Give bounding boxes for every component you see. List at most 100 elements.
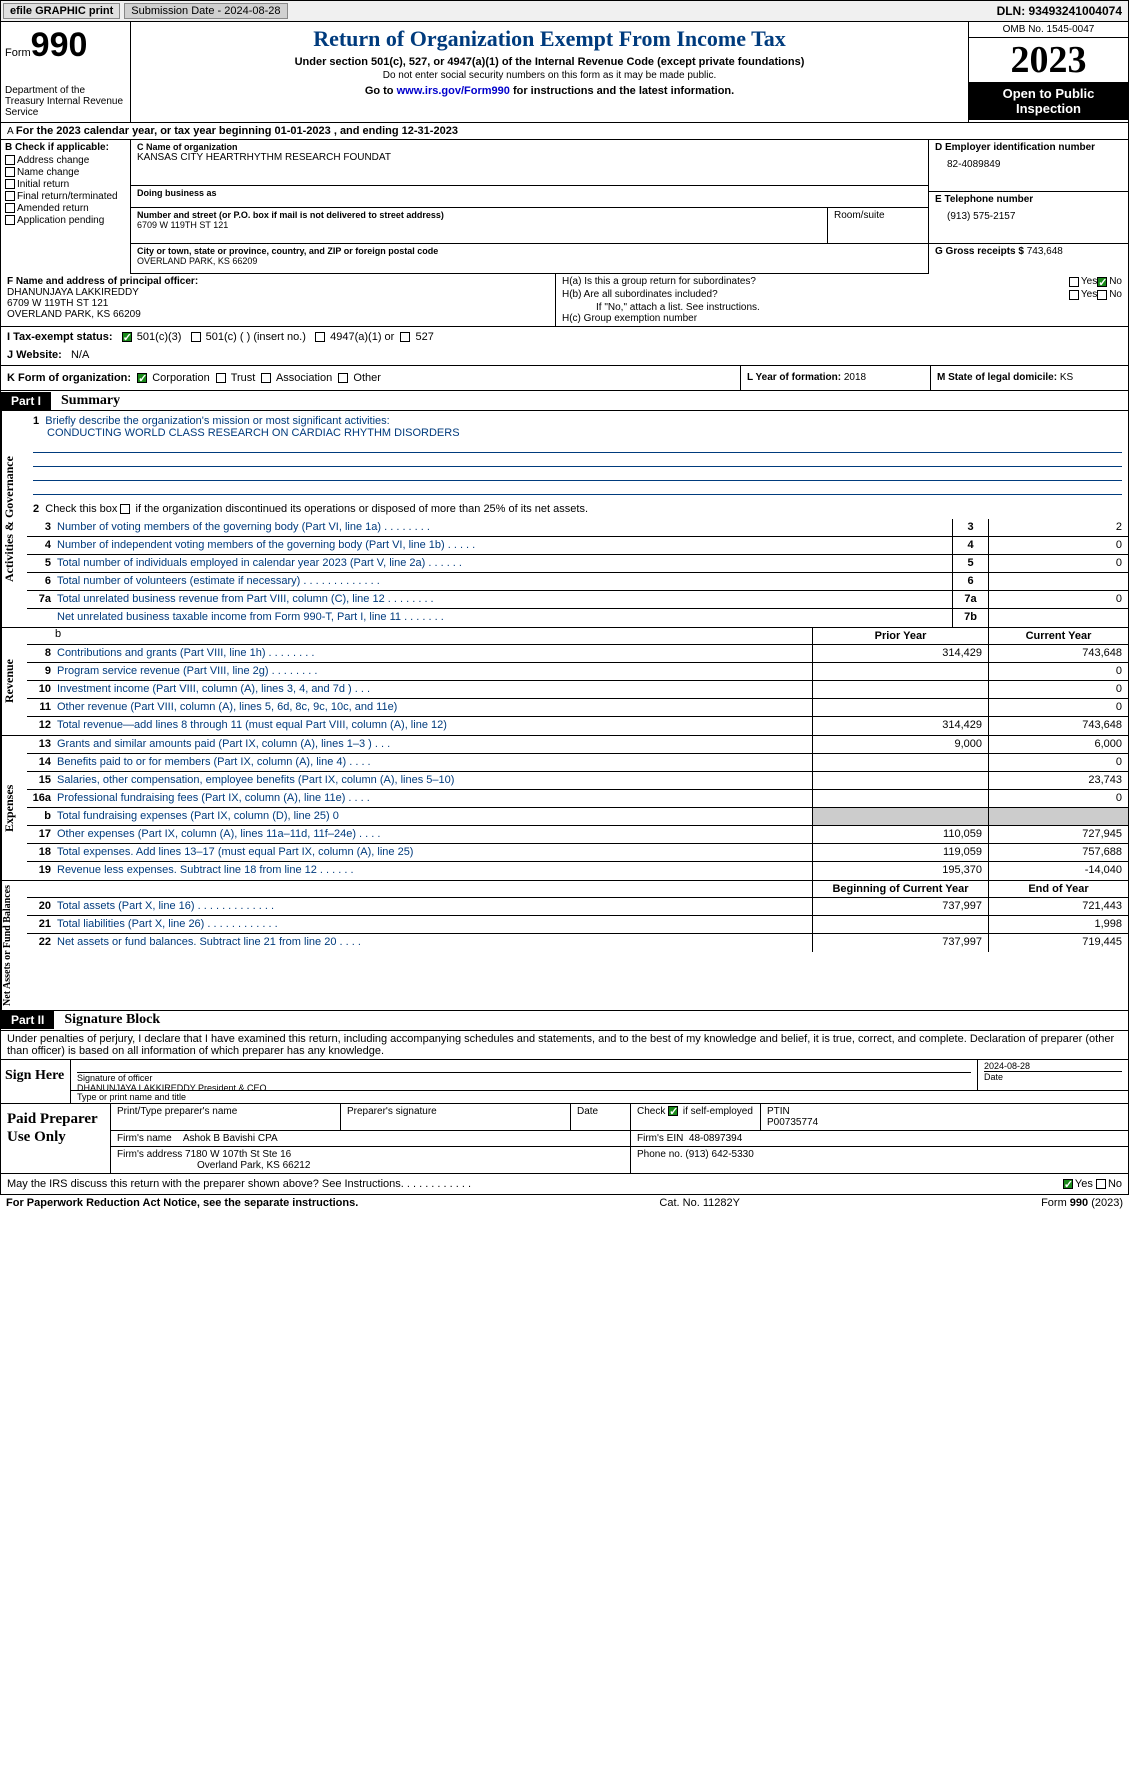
table-row: 21Total liabilities (Part X, line 26) . … <box>27 916 1128 934</box>
form-prefix: Form <box>5 47 31 59</box>
subtitle1: Under section 501(c), 527, or 4947(a)(1)… <box>135 56 964 68</box>
state-domicile: KS <box>1060 372 1073 383</box>
line3-val: 2 <box>988 519 1128 536</box>
dln: DLN: 93493241004074 <box>997 4 1128 18</box>
check-name-change[interactable] <box>5 167 15 177</box>
footer: For Paperwork Reduction Act Notice, see … <box>0 1195 1129 1211</box>
part1-title: Summary <box>51 393 120 409</box>
dba-label: Doing business as <box>131 186 928 208</box>
table-row: 11Other revenue (Part VIII, column (A), … <box>27 699 1128 717</box>
check-527[interactable] <box>400 332 410 342</box>
check-501c[interactable] <box>191 332 201 342</box>
table-row: 10Investment income (Part VIII, column (… <box>27 681 1128 699</box>
governance-label: Activities & Governance <box>1 411 27 627</box>
table-row: 9Program service revenue (Part VIII, lin… <box>27 663 1128 681</box>
topbar: efile GRAPHIC print Submission Date - 20… <box>0 0 1129 22</box>
org-name: KANSAS CITY HEARTRHYTHM RESEARCH FOUNDAT <box>137 152 922 163</box>
check-4947[interactable] <box>315 332 325 342</box>
website: N/A <box>71 349 89 361</box>
hb-note: If "No," attach a list. See instructions… <box>562 302 1122 313</box>
check-discontinued[interactable] <box>120 504 130 514</box>
check-amended-return[interactable] <box>5 203 15 213</box>
net-assets-section: Net Assets or Fund Balances Beginning of… <box>0 881 1129 1011</box>
dept-label: Department of the Treasury Internal Reve… <box>5 85 126 118</box>
line5: Total number of individuals employed in … <box>55 555 952 572</box>
i-label: I Tax-exempt status: <box>7 331 113 343</box>
submission-date: Submission Date - 2024-08-28 <box>124 3 287 19</box>
officer-name: DHANUNJAYA LAKKIREDDY <box>7 287 549 298</box>
prior-year-hdr: Prior Year <box>812 628 988 644</box>
check-address-change[interactable] <box>5 155 15 165</box>
check-app-pending[interactable] <box>5 215 15 225</box>
line-a: A For the 2023 calendar year, or tax yea… <box>0 123 1129 140</box>
j-label: J Website: <box>7 349 62 361</box>
may-irs-yes[interactable] <box>1063 1179 1073 1189</box>
paid-preparer-block: Paid Preparer Use Only Print/Type prepar… <box>0 1104 1129 1174</box>
check-final-return[interactable] <box>5 191 15 201</box>
end-year-hdr: End of Year <box>988 881 1128 897</box>
section-bcde: B Check if applicable: Address change Na… <box>0 140 1129 274</box>
open-to-inspection: Open to Public Inspection <box>969 82 1128 120</box>
table-row: 8Contributions and grants (Part VIII, li… <box>27 645 1128 663</box>
table-row: 12Total revenue—add lines 8 through 11 (… <box>27 717 1128 735</box>
l-label: L Year of formation: <box>747 372 841 383</box>
footer-mid: Cat. No. 11282Y <box>659 1197 740 1209</box>
sig-officer-label: Signature of officer <box>77 1073 152 1083</box>
subtitle3: Go to www.irs.gov/Form990 for instructio… <box>135 85 964 97</box>
room-label: Room/suite <box>828 208 928 244</box>
efile-print-button[interactable]: efile GRAPHIC print <box>3 3 120 19</box>
firm-phone-cell: Phone no. (913) 642-5330 <box>631 1147 1128 1173</box>
mission-text: CONDUCTING WORLD CLASS RESEARCH ON CARDI… <box>33 427 460 439</box>
form-header: Form990 Department of the Treasury Inter… <box>0 22 1129 123</box>
check-self-employed[interactable] <box>668 1106 678 1116</box>
check-corp[interactable] <box>137 373 147 383</box>
row-klm: K Form of organization: Corporation Trus… <box>0 366 1129 391</box>
col-h: H(a) Is this a group return for subordin… <box>556 274 1128 326</box>
check-assoc[interactable] <box>261 373 271 383</box>
tel-label: E Telephone number <box>935 194 1122 205</box>
expenses-label: Expenses <box>1 736 27 880</box>
subtitle2: Do not enter social security numbers on … <box>135 70 964 81</box>
m-label: M State of legal domicile: <box>937 372 1057 383</box>
omb-number: OMB No. 1545-0047 <box>969 22 1128 38</box>
expenses-section: Expenses 13Grants and similar amounts pa… <box>0 736 1129 881</box>
tax-year: 2023 <box>969 38 1128 82</box>
form-number: 990 <box>31 26 88 64</box>
ein-label: D Employer identification number <box>935 142 1122 153</box>
part2-title: Signature Block <box>54 1012 160 1028</box>
psig-label: Preparer's signature <box>341 1104 571 1130</box>
check-501c3[interactable] <box>122 332 132 342</box>
irs-link[interactable]: www.irs.gov/Form990 <box>397 85 510 97</box>
check-initial-return[interactable] <box>5 179 15 189</box>
mission-label: Briefly describe the organization's miss… <box>45 415 389 427</box>
firm-ein-cell: Firm's EIN 48-0897394 <box>631 1131 1128 1146</box>
line2-text: Check this box if the organization disco… <box>45 503 588 515</box>
hb-yes[interactable] <box>1069 290 1079 300</box>
governance-section: Activities & Governance 1 Briefly descri… <box>0 411 1129 628</box>
street: 6709 W 119TH ST 121 <box>137 220 821 230</box>
line3: Number of voting members of the governin… <box>55 519 952 536</box>
table-row: 22Net assets or fund balances. Subtract … <box>27 934 1128 952</box>
row-i-j: I Tax-exempt status: 501(c)(3) 501(c) ( … <box>0 327 1129 366</box>
ha-no[interactable] <box>1097 277 1107 287</box>
col-c: C Name of organization KANSAS CITY HEART… <box>131 140 928 274</box>
ha-yes[interactable] <box>1069 277 1079 287</box>
gross-receipts: 743,648 <box>1027 246 1063 257</box>
b-label: B Check if applicable: <box>5 142 126 153</box>
footer-right: Form 990 (2023) <box>1041 1197 1123 1209</box>
hb-no[interactable] <box>1097 290 1107 300</box>
curr-year-hdr: Current Year <box>988 628 1128 644</box>
table-row: 15Salaries, other compensation, employee… <box>27 772 1128 790</box>
may-irs-no[interactable] <box>1096 1179 1106 1189</box>
city: OVERLAND PARK, KS 66209 <box>137 256 922 266</box>
check-other[interactable] <box>338 373 348 383</box>
city-label: City or town, state or province, country… <box>137 246 922 256</box>
col-f: F Name and address of principal officer:… <box>1 274 556 326</box>
pself-label: Check if self-employed <box>631 1104 761 1130</box>
may-irs-row: May the IRS discuss this return with the… <box>0 1174 1129 1195</box>
sign-here-label: Sign Here <box>1 1060 71 1103</box>
revenue-section: Revenue bPrior YearCurrent Year 8Contrib… <box>0 628 1129 736</box>
sign-date: 2024-08-28 <box>984 1061 1122 1072</box>
check-trust[interactable] <box>216 373 226 383</box>
revenue-label: Revenue <box>1 628 27 735</box>
